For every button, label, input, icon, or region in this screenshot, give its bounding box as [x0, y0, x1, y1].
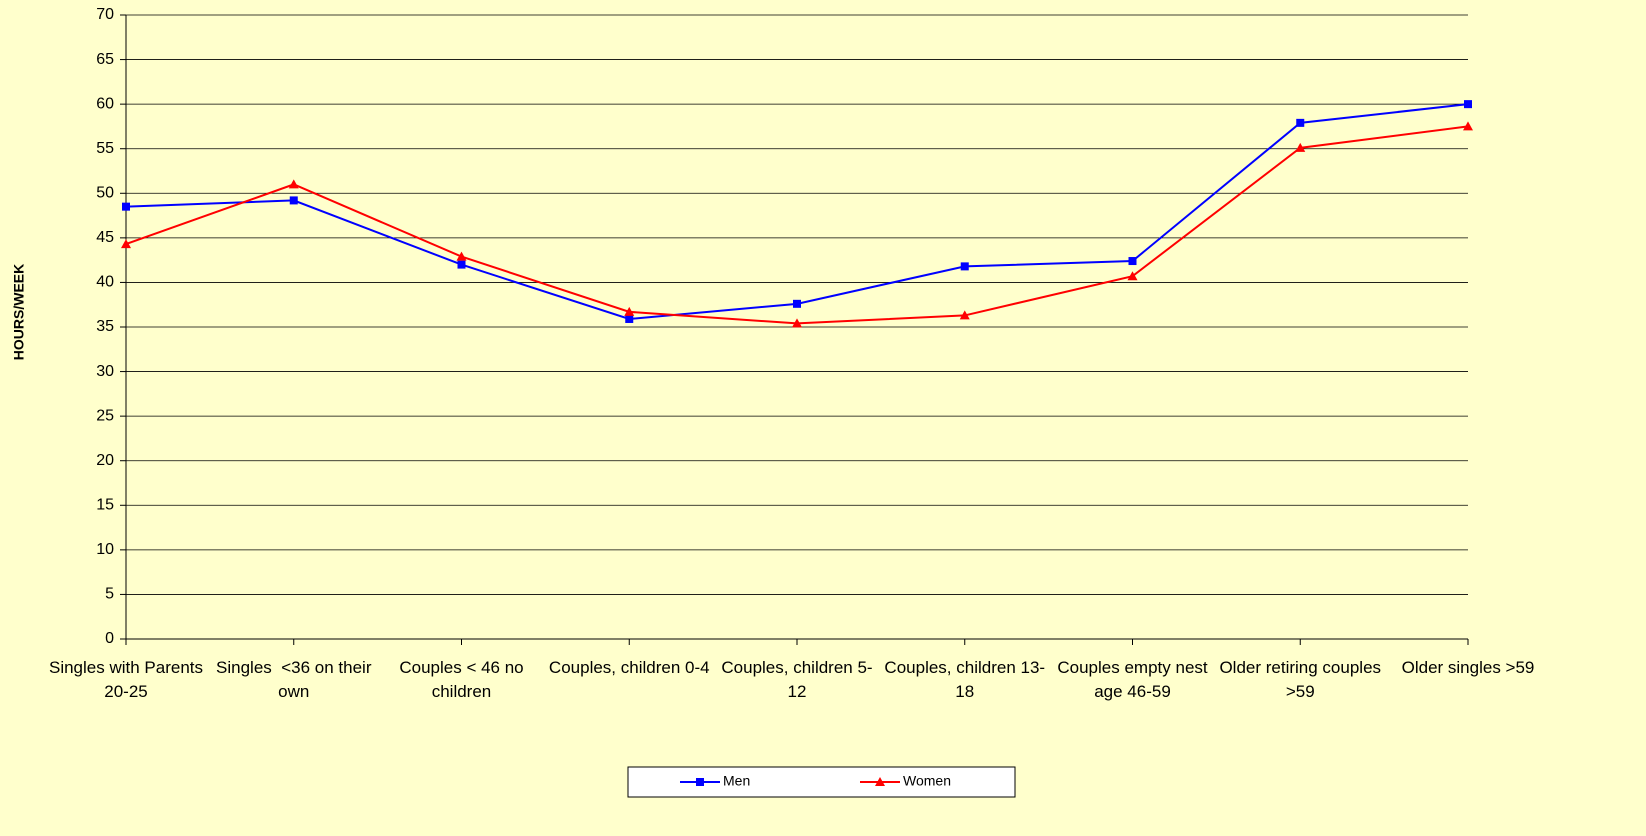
x-tick-label: Singles <36 on their own: [216, 658, 377, 701]
marker: [793, 299, 801, 308]
x-tick-label: Older retiring couples >59: [1219, 658, 1386, 701]
y-tick-label: 35: [96, 318, 114, 335]
y-tick-label: 10: [96, 541, 114, 558]
x-tick-label: Couples, children 13-18: [884, 658, 1046, 701]
marker: [1295, 142, 1306, 152]
marker: [1463, 121, 1473, 131]
marker: [696, 778, 704, 786]
y-tick-label: 40: [96, 274, 114, 291]
legend-label: Men: [723, 773, 750, 789]
marker: [121, 239, 131, 249]
marker: [1296, 118, 1305, 127]
y-tick-label: 65: [96, 51, 114, 68]
x-tick-label: Couples, children 5-12: [721, 658, 873, 701]
marker: [875, 777, 885, 786]
x-tick-label: Couples empty nest age 46-59: [1057, 658, 1213, 701]
marker: [624, 306, 635, 316]
x-tick-label: Singles with Parents 20-25: [48, 658, 208, 701]
series-line: [125, 125, 1469, 325]
y-tick-label: 5: [105, 586, 114, 603]
marker: [1464, 100, 1472, 109]
marker: [289, 196, 298, 205]
marker: [1127, 271, 1138, 281]
marker: [960, 262, 969, 271]
y-tick-label: 0: [105, 630, 114, 647]
series-line: [125, 103, 1469, 320]
x-tick-label: Couples, children 0-4: [548, 658, 710, 677]
legend-label: Women: [903, 773, 951, 789]
marker: [122, 202, 130, 211]
y-tick-label: 50: [96, 185, 114, 202]
y-tick-label: 60: [96, 95, 114, 112]
marker: [456, 251, 467, 261]
x-tick-label: Older singles >59: [1401, 658, 1535, 677]
y-tick-label: 25: [96, 407, 114, 424]
y-tick-label: 45: [96, 229, 114, 246]
y-tick-label: 15: [96, 497, 114, 514]
x-tick-label: Couples < 46 no children: [399, 658, 529, 701]
marker: [457, 260, 466, 269]
marker: [792, 318, 802, 328]
y-tick-label: 20: [96, 452, 114, 469]
y-axis-label: HOURS/WEEK: [11, 264, 27, 360]
marker: [1128, 257, 1137, 266]
y-tick-label: 70: [96, 6, 114, 23]
marker: [625, 314, 634, 323]
y-tick-label: 30: [96, 363, 114, 380]
marker: [959, 310, 970, 320]
marker: [288, 179, 299, 189]
y-tick-label: 55: [96, 140, 114, 157]
